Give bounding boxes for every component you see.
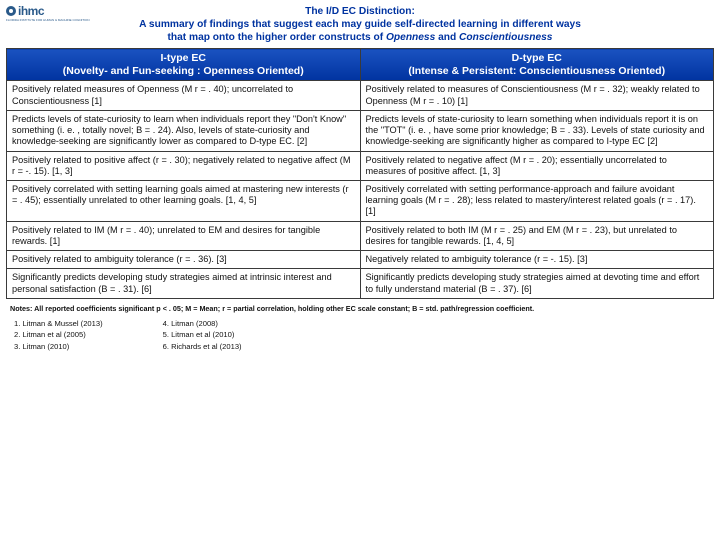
cell-right: Positively related to negative affect (M… xyxy=(360,151,714,180)
table-row: Positively related to ambiguity toleranc… xyxy=(7,251,714,269)
cell-right: Positively related to measures of Consci… xyxy=(360,81,714,110)
ref-item: 2. Litman et al (2005) xyxy=(14,329,103,341)
cell-left: Positively related to IM (M r = . 40); u… xyxy=(7,221,361,250)
cell-right: Negatively related to ambiguity toleranc… xyxy=(360,251,714,269)
col-header-left: I-type EC (Novelty- and Fun-seeking : Op… xyxy=(7,49,361,81)
ref-item: 6. Richards et al (2013) xyxy=(163,341,242,353)
logo-subtext: FLORIDA INSTITUTE FOR HUMAN & MACHINE CO… xyxy=(6,18,90,22)
cell-left: Significantly predicts developing study … xyxy=(7,269,361,298)
cell-left: Positively related measures of Openness … xyxy=(7,81,361,110)
ref-item: 4. Litman (2008) xyxy=(163,318,242,330)
table-row: Positively correlated with setting learn… xyxy=(7,180,714,221)
table-row: Positively related to IM (M r = . 40); u… xyxy=(7,221,714,250)
ref-item: 3. Litman (2010) xyxy=(14,341,103,353)
cell-left: Positively related to positive affect (r… xyxy=(7,151,361,180)
page-title: The I/D EC Distinction: A summary of fin… xyxy=(0,0,720,48)
title-line-3: that map onto the higher order construct… xyxy=(60,32,660,45)
col-header-right: D-type EC (Intense & Persistent: Conscie… xyxy=(360,49,714,81)
notes-line: Notes: All reported coefficients signifi… xyxy=(0,299,720,316)
title-line-2: A summary of findings that suggest each … xyxy=(60,19,660,32)
cell-right: Positively related to both IM (M r = . 2… xyxy=(360,221,714,250)
ref-item: 5. Litman et al (2010) xyxy=(163,329,242,341)
table-body: Positively related measures of Openness … xyxy=(7,81,714,298)
ref-col-1: 1. Litman & Mussel (2013) 2. Litman et a… xyxy=(14,318,103,353)
logo-dot-icon xyxy=(6,6,16,16)
cell-left: Positively related to ambiguity toleranc… xyxy=(7,251,361,269)
table-row: Significantly predicts developing study … xyxy=(7,269,714,298)
ref-col-2: 4. Litman (2008) 5. Litman et al (2010) … xyxy=(163,318,242,353)
cell-left: Positively correlated with setting learn… xyxy=(7,180,361,221)
title-line-1: The I/D EC Distinction: xyxy=(60,6,660,19)
cell-right: Significantly predicts developing study … xyxy=(360,269,714,298)
logo-text: ihmc xyxy=(18,4,44,18)
cell-right: Positively correlated with setting perfo… xyxy=(360,180,714,221)
cell-left: Predicts levels of state-curiosity to le… xyxy=(7,110,361,151)
ref-item: 1. Litman & Mussel (2013) xyxy=(14,318,103,330)
references: 1. Litman & Mussel (2013) 2. Litman et a… xyxy=(0,316,720,357)
comparison-table: I-type EC (Novelty- and Fun-seeking : Op… xyxy=(6,48,714,298)
table-row: Positively related measures of Openness … xyxy=(7,81,714,110)
cell-right: Predicts levels of state-curiosity to le… xyxy=(360,110,714,151)
logo: ihmc FLORIDA INSTITUTE FOR HUMAN & MACHI… xyxy=(6,4,44,18)
table-row: Predicts levels of state-curiosity to le… xyxy=(7,110,714,151)
table-row: Positively related to positive affect (r… xyxy=(7,151,714,180)
